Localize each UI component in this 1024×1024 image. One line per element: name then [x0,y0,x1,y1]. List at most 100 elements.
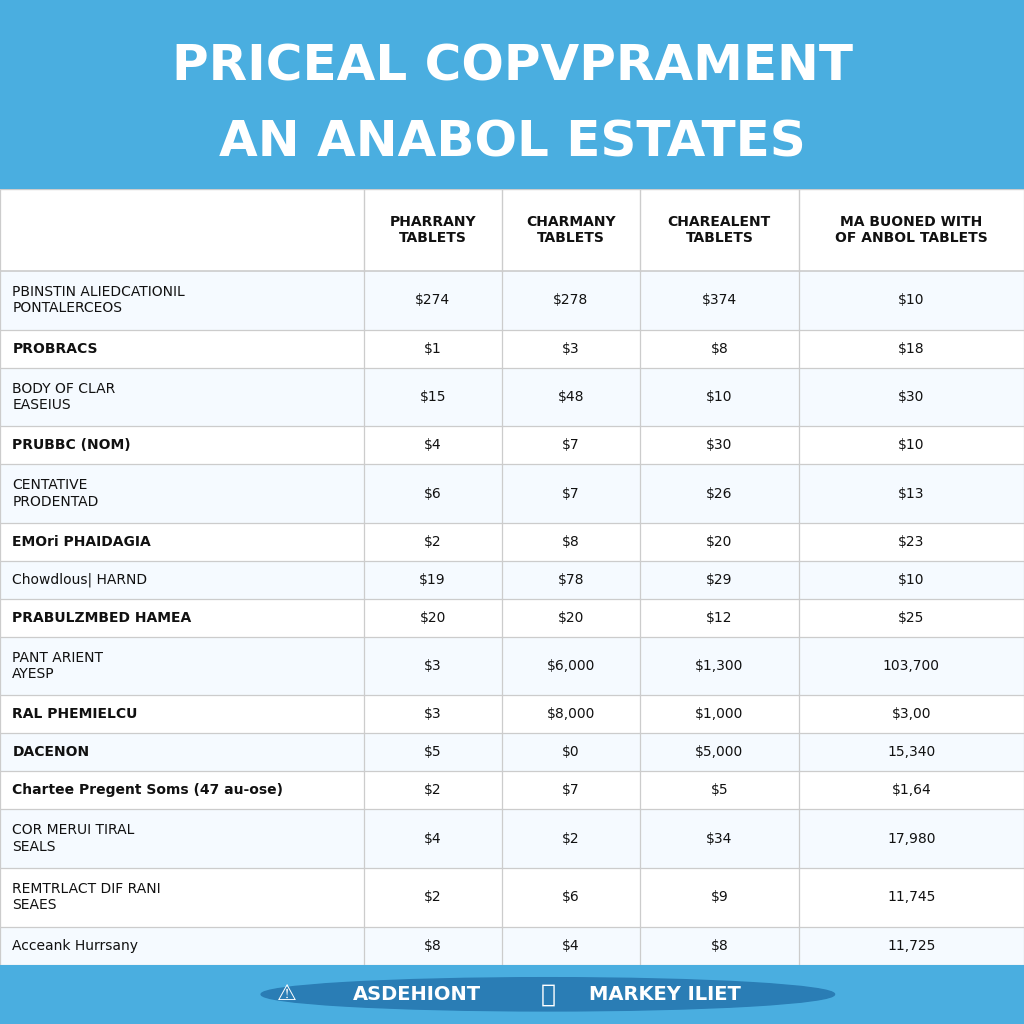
Text: $4: $4 [424,831,441,846]
Bar [0,270,1024,330]
Text: $5: $5 [711,783,728,798]
Text: DACENON: DACENON [12,745,89,760]
Text: CENTATIVE
PRODENTAD: CENTATIVE PRODENTAD [12,478,98,509]
Bar [0,523,1024,561]
Text: $10: $10 [898,572,925,587]
Text: $8: $8 [711,342,728,355]
Text: 11,745: 11,745 [887,890,936,904]
Bar [0,868,1024,927]
Text: $20: $20 [420,610,445,625]
Bar [0,561,1024,599]
Text: $18: $18 [898,342,925,355]
Text: $0: $0 [562,745,580,760]
Bar [0,599,1024,637]
Text: $3: $3 [424,708,441,721]
Text: $5: $5 [424,745,441,760]
Text: $4: $4 [562,939,580,952]
Bar [0,695,1024,733]
Text: 11,725: 11,725 [887,939,936,952]
Circle shape [261,978,835,1011]
Text: 15,340: 15,340 [887,745,936,760]
Text: $30: $30 [898,390,925,403]
Text: $6,000: $6,000 [547,659,595,673]
Text: $5,000: $5,000 [695,745,743,760]
Text: $278: $278 [553,293,589,307]
Text: $25: $25 [898,610,925,625]
Text: BODY OF CLAR
EASEIUS: BODY OF CLAR EASEIUS [12,382,116,412]
Text: $2: $2 [424,783,441,798]
Bar [0,733,1024,771]
Text: $7: $7 [562,486,580,501]
Text: $8: $8 [711,939,728,952]
Bar [0,464,1024,523]
Text: $7: $7 [562,438,580,453]
Text: $29: $29 [707,572,732,587]
Text: COR MERUI TIRAL
SEALS: COR MERUI TIRAL SEALS [12,823,135,854]
Text: $19: $19 [419,572,446,587]
Text: $1: $1 [424,342,441,355]
Text: $8: $8 [562,535,580,549]
Text: $13: $13 [898,486,925,501]
Text: $26: $26 [707,486,732,501]
Text: $10: $10 [898,293,925,307]
Text: CHARMANY
TABLETS: CHARMANY TABLETS [526,215,615,245]
Text: CHAREALENT
TABLETS: CHAREALENT TABLETS [668,215,771,245]
Bar [0,637,1024,695]
Text: $48: $48 [558,390,584,403]
Text: MARKEY ILIET: MARKEY ILIET [589,985,740,1004]
Bar [0,771,1024,809]
Text: $9: $9 [711,890,728,904]
Text: PBINSTIN ALIEDCATIONIL
PONTALERCEOS: PBINSTIN ALIEDCATIONIL PONTALERCEOS [12,285,185,315]
Bar [0,809,1024,868]
Text: $20: $20 [707,535,732,549]
Text: $10: $10 [707,390,732,403]
Text: $3,00: $3,00 [892,708,931,721]
Text: ⚠: ⚠ [276,984,297,1005]
Text: $6: $6 [562,890,580,904]
Bar [0,927,1024,965]
Text: Acceank Hurrsany: Acceank Hurrsany [12,939,138,952]
Text: $1,64: $1,64 [892,783,931,798]
Text: AN ANABOL ESTATES: AN ANABOL ESTATES [219,118,805,166]
Text: $2: $2 [424,890,441,904]
Text: PROBRACS: PROBRACS [12,342,97,355]
Text: $4: $4 [424,438,441,453]
Text: MA BUONED WITH
OF ANBOL TABLETS: MA BUONED WITH OF ANBOL TABLETS [835,215,988,245]
Text: PRUBBC (NOM): PRUBBC (NOM) [12,438,131,453]
Text: $10: $10 [898,438,925,453]
Text: $3: $3 [562,342,580,355]
Text: PANT ARIENT
AYESP: PANT ARIENT AYESP [12,651,103,681]
Text: 17,980: 17,980 [887,831,936,846]
Text: PRICEAL COPVPRAMENT: PRICEAL COPVPRAMENT [171,42,853,90]
Text: $3: $3 [424,659,441,673]
Text: $34: $34 [707,831,732,846]
Text: $8: $8 [424,939,441,952]
Text: REMTRLACT DIF RANI
SEAES: REMTRLACT DIF RANI SEAES [12,883,161,912]
Text: RAL PHEMIELCU: RAL PHEMIELCU [12,708,137,721]
Text: $20: $20 [558,610,584,625]
Bar [0,426,1024,464]
Text: 103,700: 103,700 [883,659,940,673]
Text: $7: $7 [562,783,580,798]
Text: Chartee Pregent Soms (47 au-ose): Chartee Pregent Soms (47 au-ose) [12,783,284,798]
Text: $274: $274 [415,293,451,307]
Text: PRABULZMBED HAMEA: PRABULZMBED HAMEA [12,610,191,625]
Text: ASDEHIONT: ASDEHIONT [353,985,481,1004]
Text: PHARRANY
TABLETS: PHARRANY TABLETS [389,215,476,245]
Text: Chowdlous| HARND: Chowdlous| HARND [12,572,147,587]
Text: $2: $2 [424,535,441,549]
Bar [0,189,1024,270]
Text: $6: $6 [424,486,441,501]
Text: $1,300: $1,300 [695,659,743,673]
Text: EMOri PHAIDAGIA: EMOri PHAIDAGIA [12,535,151,549]
Text: $2: $2 [562,831,580,846]
Bar [0,330,1024,368]
Text: $8,000: $8,000 [547,708,595,721]
Text: $15: $15 [420,390,445,403]
Text: $78: $78 [558,572,584,587]
Text: Ⓜ: Ⓜ [541,982,555,1007]
Text: $1,000: $1,000 [695,708,743,721]
Text: $23: $23 [898,535,925,549]
Text: $30: $30 [707,438,732,453]
Bar [0,368,1024,426]
